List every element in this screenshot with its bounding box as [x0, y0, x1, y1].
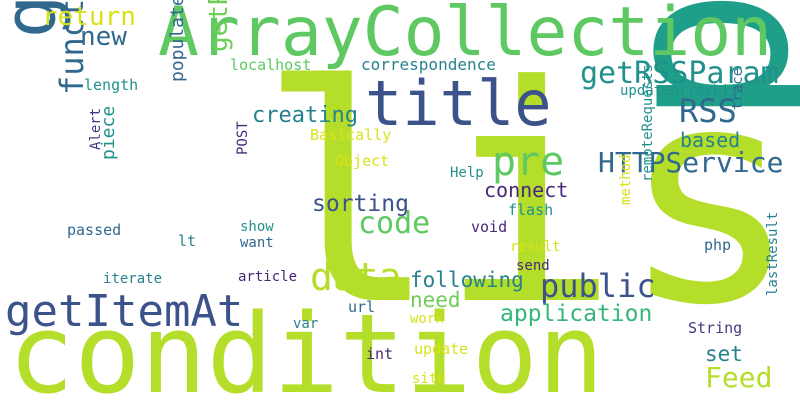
- word-code: code: [358, 206, 430, 241]
- word-sorting: sorting: [312, 191, 409, 217]
- word-lastresult: lastResult: [765, 212, 781, 296]
- word-based: based: [680, 128, 740, 152]
- word-arraycollection: ArrayCollection: [158, 0, 772, 72]
- word-post: POST: [235, 121, 251, 155]
- word-work: work: [410, 311, 444, 327]
- word-length: length: [84, 76, 138, 94]
- word-php: php: [704, 236, 731, 254]
- word-article: article: [238, 269, 297, 285]
- word-send: send: [516, 258, 550, 274]
- word-connect: connect: [484, 178, 568, 202]
- word-flash: flash: [508, 201, 553, 219]
- word-getrss: getRSS: [0, 0, 72, 38]
- word-function: function: [53, 0, 91, 95]
- word-creating: creating: [252, 103, 358, 128]
- word-getitemat: getItemAt: [5, 286, 243, 337]
- word-method: method: [618, 154, 634, 205]
- word-iterate: iterate: [103, 271, 162, 287]
- word-rss: RSS: [679, 92, 737, 130]
- word-localhost: localhost: [230, 56, 311, 74]
- word-string: String: [688, 319, 742, 337]
- word-piece: piece: [98, 106, 119, 160]
- word-condition: condition: [8, 290, 604, 400]
- word-site: site: [412, 371, 446, 387]
- word-void: void: [471, 218, 507, 236]
- word-p: p: [568, 0, 800, 128]
- word-feed: Feed: [705, 361, 772, 394]
- word-object: Object: [335, 152, 389, 170]
- word-lt: lt: [178, 232, 196, 250]
- word-need: need: [410, 288, 461, 312]
- word-set: set: [705, 342, 743, 366]
- word-return: return: [42, 2, 136, 32]
- word-data: data: [310, 255, 402, 299]
- word-var: var: [293, 316, 318, 332]
- word-title: title: [365, 67, 552, 140]
- word-following: following: [410, 268, 524, 292]
- word-url: url: [348, 298, 375, 316]
- word-new: new: [80, 22, 127, 52]
- word-basically: Basically: [310, 126, 391, 144]
- word-getrssupdate: getRSSUpdate: [204, 0, 234, 52]
- word-pre: pre: [492, 139, 564, 185]
- word-httpservice: HTTPService: [598, 146, 783, 179]
- word-int: int: [366, 345, 393, 363]
- word-update: update: [414, 340, 468, 358]
- word-show: show: [240, 219, 274, 235]
- word-want: want: [240, 235, 274, 251]
- word-trace: trace: [730, 68, 746, 110]
- word-updatearraylist: updateArrayList: [620, 83, 746, 99]
- word-public: public: [540, 267, 656, 305]
- word-alert: Alert: [88, 108, 104, 150]
- word-passed: passed: [67, 221, 121, 239]
- word-result: result: [510, 239, 561, 255]
- word-help: Help: [450, 165, 484, 181]
- word-correspondence: correspondence: [361, 55, 496, 74]
- word-populated: populated: [167, 0, 188, 82]
- word-remoterequests: remoteRequests: [640, 64, 656, 182]
- word-application: application: [500, 301, 652, 327]
- word-getrssparam: getRSSParam: [580, 56, 779, 91]
- word-list: list: [258, 22, 800, 371]
